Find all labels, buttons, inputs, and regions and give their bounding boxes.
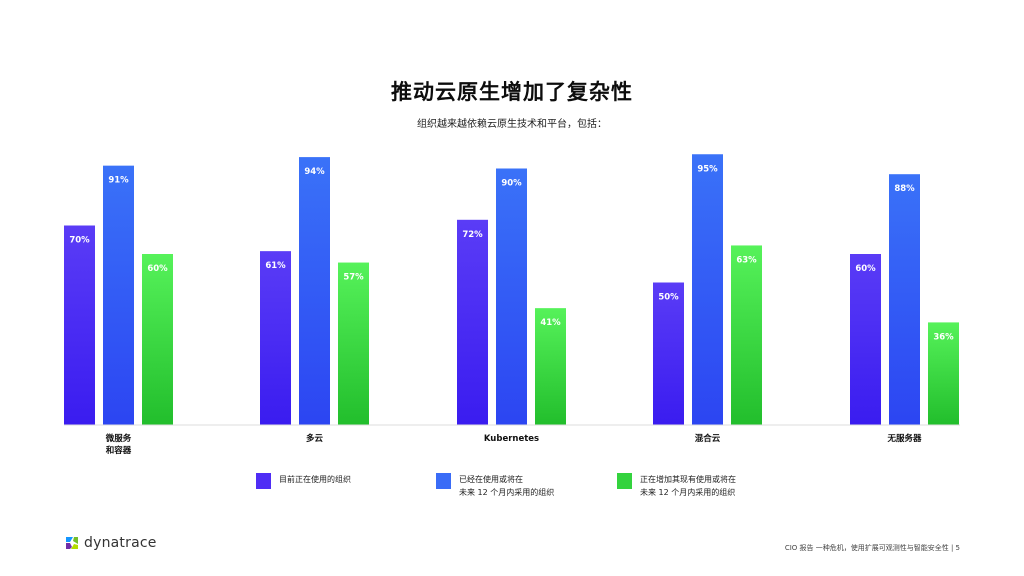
data-label-purple-4: 60% bbox=[855, 264, 876, 274]
category-label-0-line-0: 微服务 bbox=[105, 433, 132, 444]
legend-label-increasing: 正在增加其现有使用或将在 未来 12 个月内采用的组织 bbox=[640, 475, 736, 497]
data-label-blue-3: 95% bbox=[697, 164, 718, 174]
legend-label-adopted: 已经在使用或将在 未来 12 个月内采用的组织 bbox=[459, 475, 555, 497]
footer-text: CIO 报告 一种危机，使用扩展可观测性与智能安全性 | 5 bbox=[784, 544, 960, 552]
legend-label-current: 目前正在使用的组织 bbox=[279, 475, 351, 484]
bar-blue-3 bbox=[692, 154, 723, 425]
legend-swatch-purple bbox=[256, 473, 271, 489]
data-label-green-2: 41% bbox=[540, 318, 561, 328]
category-label-1: 多云 bbox=[306, 433, 324, 444]
data-label-purple-1: 61% bbox=[265, 261, 286, 271]
bar-purple-1 bbox=[260, 251, 291, 425]
data-label-green-4: 36% bbox=[933, 332, 954, 342]
data-label-purple-2: 72% bbox=[462, 230, 483, 240]
legend-item-increasing: 正在增加其现有使用或将在 未来 12 个月内采用的组织 bbox=[617, 473, 736, 499]
category-label-0-line-1: 和容器 bbox=[106, 445, 132, 456]
dynatrace-logo-icon bbox=[66, 537, 78, 549]
bar-purple-2 bbox=[457, 219, 488, 425]
bar-green-1 bbox=[338, 262, 369, 425]
data-label-green-1: 57% bbox=[343, 273, 364, 283]
data-label-purple-3: 50% bbox=[658, 293, 679, 303]
data-label-blue-4: 88% bbox=[894, 184, 915, 194]
bar-blue-0 bbox=[103, 165, 134, 425]
bar-green-0 bbox=[142, 254, 173, 425]
chart-subtitle: 组织越来越依赖云原生技术和平台，包括： bbox=[417, 119, 607, 130]
legend-swatch-blue bbox=[436, 473, 451, 489]
category-label-2: Kubernetes bbox=[484, 434, 539, 444]
bar-green-4 bbox=[928, 322, 959, 425]
data-label-green-0: 60% bbox=[147, 264, 168, 274]
bar-blue-1 bbox=[299, 157, 330, 425]
legend-item-current: 目前正在使用的组织 bbox=[256, 473, 351, 489]
data-label-purple-0: 70% bbox=[69, 236, 90, 246]
bar-purple-0 bbox=[64, 225, 95, 425]
bar-blue-4 bbox=[889, 174, 920, 425]
data-label-blue-1: 94% bbox=[304, 167, 325, 177]
bar-purple-4 bbox=[850, 254, 881, 425]
data-label-blue-2: 90% bbox=[501, 179, 522, 189]
category-label-3: 混合云 bbox=[695, 433, 721, 444]
brand-logo: dynatrace bbox=[64, 535, 157, 551]
data-label-green-3: 63% bbox=[736, 255, 757, 265]
category-label-4: 无服务器 bbox=[886, 433, 922, 444]
chart-title: 推动云原生增加了复杂性 bbox=[391, 80, 633, 104]
legend-swatch-green bbox=[617, 473, 632, 489]
legend-item-adopted: 已经在使用或将在 未来 12 个月内采用的组织 bbox=[436, 473, 554, 499]
bar-green-3 bbox=[731, 245, 762, 425]
bar-purple-3 bbox=[653, 282, 684, 425]
bar-green-2 bbox=[535, 308, 566, 425]
bar-blue-2 bbox=[496, 168, 527, 425]
logo-text: dynatrace bbox=[84, 535, 157, 551]
data-label-blue-0: 91% bbox=[108, 176, 129, 186]
